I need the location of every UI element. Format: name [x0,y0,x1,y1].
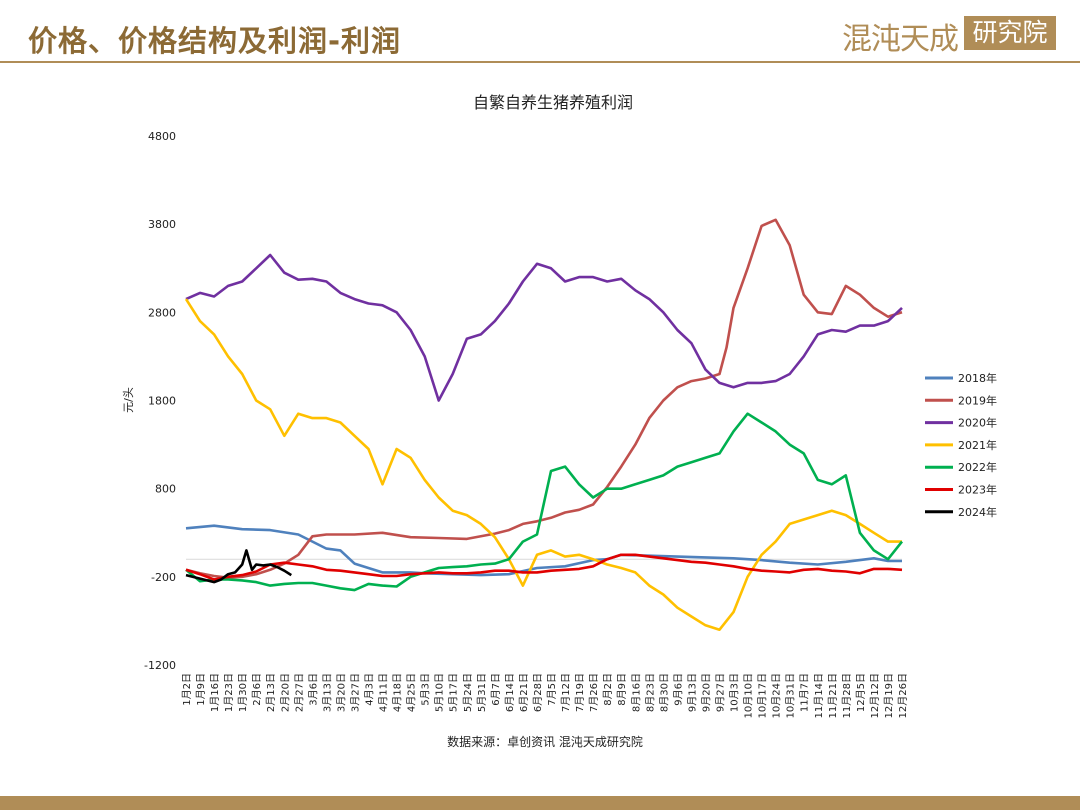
series-lines [184,218,904,632]
legend: 2018年 2019年 2020年 2021年 2022年 2023年 2024年 [925,371,997,519]
legend-label: 2018年 [958,371,997,385]
logo: 混沌天成 研究院 [842,14,1058,57]
x-tick-label: 11月21日 [827,673,839,718]
x-tick-label: 4月18日 [392,673,404,712]
y-tick-label: -1200 [144,659,176,672]
source-note: 数据来源：卓创资讯 混沌天成研究院 [447,734,643,749]
x-tick-label: 10月24日 [771,673,783,718]
x-tick-label: 4月25日 [406,673,418,712]
x-tick-label: 7月12日 [560,673,572,712]
legend-label: 2024年 [958,505,997,519]
x-tick-label: 10月31日 [785,673,797,718]
x-tick-label: 1月2日 [181,673,193,706]
chart-title: 自繁自养生猪养殖利润 [473,93,633,112]
x-tick-label: 8月16日 [630,673,642,712]
x-tick-label: 2月13日 [265,673,277,712]
x-axis: 1月2日 1月9日 1月16日 1月23日 1月30日 2月6日 2月13日 2月20日 2月2… [181,673,909,718]
series-line-0 [185,524,902,577]
footer-bar [0,796,1080,810]
x-tick-label: 12月5日 [855,673,867,712]
x-tick-label: 11月14日 [813,673,825,718]
y-tick-label: 1800 [148,395,176,408]
series-line-2 [185,253,903,402]
x-tick-label: 5月3日 [420,673,432,706]
x-tick-label: 3月27日 [349,673,361,712]
legend-label: 2019年 [958,393,997,407]
x-tick-label: 5月10日 [434,673,446,712]
y-tick-label: 3800 [148,218,176,231]
page-title: 价格、价格结构及利润-利润 [28,24,402,58]
x-tick-label: 9月20日 [700,673,712,712]
logo-text-left: 混沌天成 [842,22,959,57]
x-tick-label: 11月28日 [841,673,853,718]
series-line-4 [185,412,904,592]
series-line-6 [185,549,292,584]
legend-label: 2022年 [958,460,997,474]
legend-label: 2021年 [958,438,997,452]
x-tick-label: 3月6日 [307,673,319,706]
y-axis: -1200 -200 800 1800 2800 3800 4800 [144,130,902,672]
x-tick-label: 2月20日 [279,673,291,712]
x-tick-label: 10月17日 [757,673,769,718]
x-tick-label: 1月30日 [237,673,249,712]
x-tick-label: 2月6日 [251,673,263,706]
x-tick-label: 9月27日 [714,673,726,712]
legend-label: 2023年 [958,483,997,497]
x-tick-label: 7月19日 [574,673,586,712]
series-line-3 [184,298,902,632]
x-tick-label: 5月24日 [462,673,474,712]
x-tick-label: 10月10日 [743,673,755,718]
x-tick-label: 2月27日 [293,673,305,712]
legend-label: 2020年 [958,416,997,430]
x-tick-label: 1月9日 [195,673,207,706]
series-line-1 [185,218,903,580]
x-tick-label: 9月6日 [672,673,684,706]
x-tick-label: 6月21日 [518,673,530,712]
y-tick-label: -200 [151,571,176,584]
x-tick-label: 4月3日 [364,673,376,706]
y-tick-label: 800 [155,483,176,496]
x-tick-label: 12月26日 [897,673,909,718]
x-tick-label: 6月14日 [504,673,516,712]
x-tick-label: 5月31日 [476,673,488,712]
x-tick-label: 6月7日 [490,673,502,706]
x-tick-label: 7月5日 [546,673,558,706]
x-tick-label: 5月17日 [448,673,460,712]
x-tick-label: 6月28日 [532,673,544,712]
x-tick-label: 11月7日 [799,673,811,712]
x-tick-label: 1月16日 [209,673,221,712]
y-axis-label: 元/头 [122,387,135,413]
y-tick-label: 2800 [148,306,176,319]
x-tick-label: 8月23日 [644,673,656,712]
x-tick-label: 4月11日 [378,673,390,712]
x-tick-label: 3月13日 [321,673,333,712]
header-divider [0,61,1080,63]
x-tick-label: 8月30日 [658,673,670,712]
x-tick-label: 8月2日 [602,673,614,706]
x-tick-label: 8月9日 [616,673,628,706]
x-tick-label: 12月12日 [869,673,881,718]
x-tick-label: 1月23日 [223,673,235,712]
x-tick-label: 12月19日 [883,673,895,718]
logo-text-box: 研究院 [964,16,1056,50]
y-tick-label: 4800 [148,130,176,143]
x-tick-label: 9月13日 [686,673,698,712]
x-tick-label: 7月26日 [588,673,600,712]
x-tick-label: 3月20日 [335,673,347,712]
series-line-5 [185,553,903,581]
x-tick-label: 10月3日 [729,673,741,712]
